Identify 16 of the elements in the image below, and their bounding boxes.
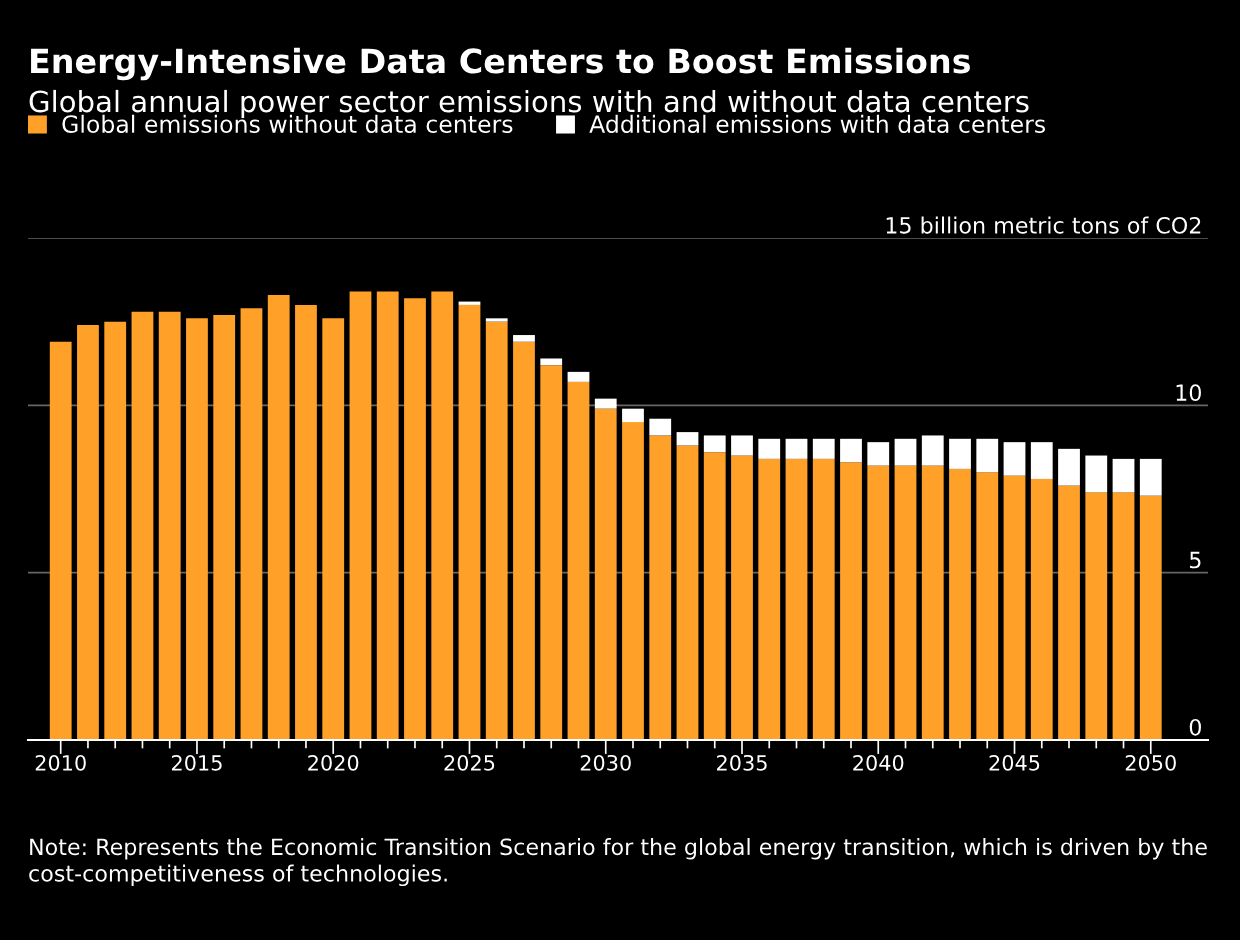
x-tick-label: 2035 [717, 754, 767, 771]
y-tick-label: 15 billion metric tons of CO2 [886, 216, 1201, 234]
x-tick-label: 2045 [989, 754, 1040, 771]
text: Note: Represents the Economic Transition Scenario for the global energy transition, which is driven by the cost-competitiveness of technologies. [29, 838, 1207, 887]
y-tick-label: 10 [1176, 384, 1201, 402]
x-tick-label: 2030 [580, 754, 631, 771]
x-tick-label: 2025 [444, 754, 495, 771]
y-tick-label: 0 [1189, 718, 1201, 736]
x-tick-label: 2010 [35, 754, 86, 771]
x-tick-label: 2050 [1125, 754, 1176, 771]
legend-label: Additional emissions with data centers [589, 114, 1046, 134]
x-tick-label: 2015 [171, 754, 222, 771]
y-tick-label: 5 [1190, 551, 1201, 569]
x-tick-label: 2020 [308, 754, 359, 771]
chart-title: Energy-Intensive Data Centers to Boost Emissions [31, 47, 970, 81]
x-tick-label: 2040 [853, 754, 904, 771]
